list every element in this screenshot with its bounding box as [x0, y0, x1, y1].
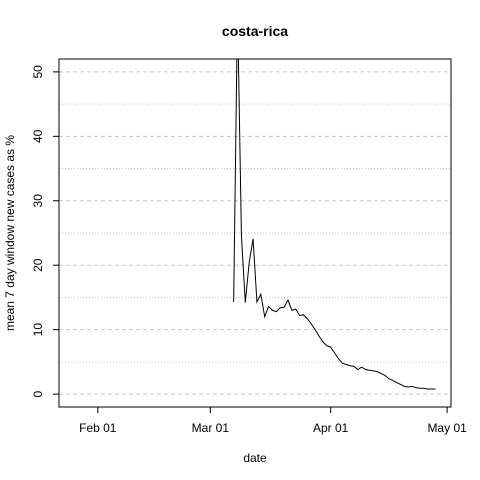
series-layer — [233, 59, 436, 390]
chart-title: costa-rica — [222, 23, 288, 39]
y-axis: 0 10 20 30 40 50 — [31, 65, 60, 397]
x-axis: Feb 01 Mar 01 Apr 01 May 01 — [79, 406, 467, 435]
y-tick-label: 10 — [31, 323, 45, 337]
x-tick-label: Feb 01 — [79, 421, 117, 435]
y-tick-label: 0 — [31, 390, 45, 397]
y-tick-label: 30 — [31, 194, 45, 208]
y-tick-label: 50 — [31, 65, 45, 79]
x-tick-label: Mar 01 — [192, 421, 230, 435]
x-tick-label: Apr 01 — [313, 421, 349, 435]
y-tick-label: 20 — [31, 258, 45, 272]
series-line — [233, 59, 436, 390]
x-tick-label: May 01 — [427, 421, 467, 435]
x-axis-label: date — [243, 451, 267, 465]
y-tick-label: 40 — [31, 129, 45, 143]
y-axis-label: mean 7 day window new cases as % — [3, 135, 17, 331]
grid — [59, 71, 451, 395]
